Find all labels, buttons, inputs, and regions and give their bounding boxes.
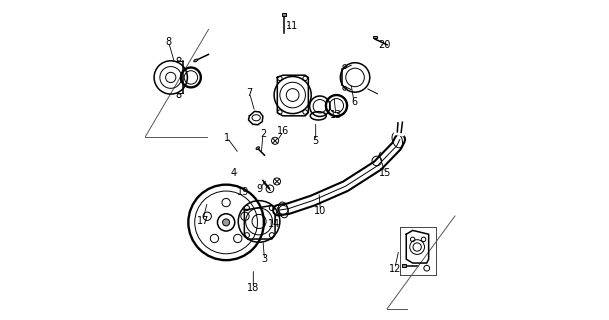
Text: 1: 1 bbox=[224, 132, 230, 143]
Text: 7: 7 bbox=[246, 88, 253, 98]
Text: 8: 8 bbox=[166, 36, 172, 47]
Text: 3: 3 bbox=[261, 254, 267, 264]
Text: 9: 9 bbox=[256, 184, 262, 194]
Text: 11: 11 bbox=[286, 20, 298, 31]
Polygon shape bbox=[248, 111, 263, 125]
Text: 16: 16 bbox=[277, 126, 289, 136]
Ellipse shape bbox=[256, 147, 259, 149]
Text: 2: 2 bbox=[260, 129, 266, 140]
Polygon shape bbox=[244, 205, 275, 239]
Text: 14: 14 bbox=[268, 219, 280, 229]
Text: 19: 19 bbox=[237, 187, 249, 197]
Text: 6: 6 bbox=[351, 97, 357, 108]
Text: 10: 10 bbox=[314, 206, 326, 216]
FancyBboxPatch shape bbox=[373, 36, 377, 38]
Text: 18: 18 bbox=[247, 283, 259, 293]
Text: 12: 12 bbox=[389, 264, 401, 274]
Text: 15: 15 bbox=[379, 168, 392, 178]
Text: 20: 20 bbox=[378, 40, 391, 50]
FancyBboxPatch shape bbox=[283, 13, 286, 16]
FancyBboxPatch shape bbox=[402, 264, 406, 267]
Polygon shape bbox=[406, 230, 429, 263]
Circle shape bbox=[222, 219, 230, 226]
Polygon shape bbox=[277, 75, 308, 116]
Text: 5: 5 bbox=[312, 136, 319, 146]
Text: 13: 13 bbox=[329, 110, 342, 120]
Ellipse shape bbox=[194, 59, 198, 62]
Text: 17: 17 bbox=[197, 216, 209, 226]
Text: 4: 4 bbox=[231, 168, 237, 178]
